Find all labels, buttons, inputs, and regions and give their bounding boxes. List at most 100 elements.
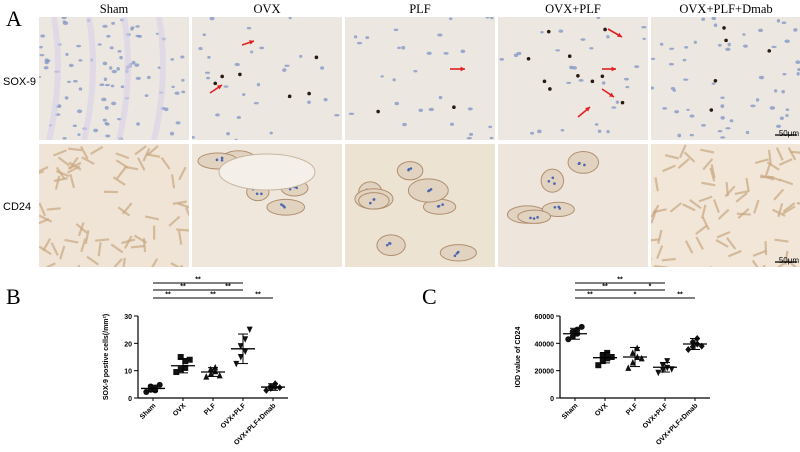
micrograph-sox9-ovx-plf-dmab: 50μm xyxy=(651,17,800,140)
x-tick-label: OVX+PLF xyxy=(642,402,670,430)
x-tick-label: OVX xyxy=(594,402,610,418)
significance-label: * xyxy=(634,292,637,299)
data-point xyxy=(578,323,585,330)
significance-label: ** xyxy=(255,292,261,299)
data-point xyxy=(237,343,244,350)
data-point xyxy=(186,356,193,363)
panel-b-letter: B xyxy=(6,284,21,309)
column-header-ovx: OVX xyxy=(253,2,281,16)
significance-label: ** xyxy=(602,284,608,291)
column-header-ovx-plf-dmab: OVX+PLF+Dmab xyxy=(679,2,773,16)
data-point xyxy=(207,365,214,373)
data-point xyxy=(177,366,184,373)
data-point xyxy=(173,369,180,376)
tissue-texture xyxy=(192,17,342,140)
x-tick-label: OVX+PLF xyxy=(220,402,248,430)
chart-iod-value-cd24: 0 20000 40000 60000 IOD value of CD24 Sham OVX… xyxy=(515,277,710,447)
data-point xyxy=(182,364,189,371)
x-tick-label: PLF xyxy=(625,402,640,417)
panel-c-letter: C xyxy=(422,284,437,309)
data-point xyxy=(659,362,666,369)
data-point xyxy=(569,333,576,340)
significance-label: ** xyxy=(587,292,593,299)
micrograph-sox9-plf xyxy=(345,17,495,140)
data-point xyxy=(207,370,214,377)
tissue-texture xyxy=(192,144,342,267)
data-point xyxy=(242,336,249,343)
data-point xyxy=(659,366,666,374)
significance-label: ** xyxy=(210,292,216,299)
tissue-texture xyxy=(345,17,495,140)
data-point xyxy=(237,354,244,361)
data-point xyxy=(599,352,606,359)
data-point xyxy=(608,354,615,360)
micrograph-cd24-sham xyxy=(39,144,189,267)
micrograph-cd24-ovx-plf xyxy=(498,144,648,267)
y-tick-label: 40000 xyxy=(535,341,555,348)
y-tick-label: 20000 xyxy=(535,369,555,376)
tissue-texture xyxy=(498,144,648,267)
data-point xyxy=(263,386,270,394)
data-point xyxy=(156,381,163,388)
data-point xyxy=(143,388,150,395)
panel-a-letter: A xyxy=(6,6,22,31)
scale-bar-label-sox9: 50μm xyxy=(778,129,799,138)
tissue-texture xyxy=(39,17,189,140)
y-tick-label: 20 xyxy=(124,341,132,348)
y-tick-label: 0 xyxy=(550,396,554,403)
data-point xyxy=(685,345,692,353)
data-point xyxy=(655,369,662,377)
micrograph-sox9-sham xyxy=(39,17,189,140)
tissue-texture xyxy=(345,144,495,267)
data-point xyxy=(625,364,632,371)
data-point xyxy=(216,371,223,379)
tissue-texture xyxy=(39,144,189,267)
data-point xyxy=(565,336,572,343)
data-point xyxy=(668,366,675,373)
data-point xyxy=(638,354,645,362)
y-tick-label: 0 xyxy=(128,396,132,403)
data-point xyxy=(664,358,671,365)
data-point xyxy=(203,373,210,380)
significance-label: ** xyxy=(225,284,231,291)
column-header-plf: PLF xyxy=(409,2,431,16)
tissue-texture xyxy=(498,17,648,140)
data-point xyxy=(664,364,671,372)
micrograph-sox9-ovx-plf xyxy=(498,17,648,140)
micrograph-cd24-ovx xyxy=(192,144,342,267)
column-header-ovx-plf: OVX+PLF xyxy=(545,2,601,16)
y-axis-label: SOX-9 postive cells(/mm²) xyxy=(103,314,110,400)
data-point xyxy=(689,343,696,351)
data-point xyxy=(182,358,189,365)
data-point xyxy=(177,354,184,360)
row-label-sox9: SOX-9 xyxy=(3,76,37,88)
significance-label: ** xyxy=(180,284,186,291)
y-axis-label: IOD value of CD24 xyxy=(515,327,522,388)
data-point xyxy=(233,360,240,368)
significance-label: ** xyxy=(677,292,683,299)
row-label-cd24: CD24 xyxy=(3,201,32,213)
micrograph-cd24-plf xyxy=(345,144,495,267)
data-point xyxy=(599,358,606,365)
significance-label: ** xyxy=(165,292,171,299)
data-point xyxy=(212,363,219,371)
tissue-texture xyxy=(651,144,800,267)
data-point xyxy=(595,362,602,369)
data-point xyxy=(267,382,274,390)
chart-sox9-positive-cells: 0 10 20 30 SOX-9 postive cells(/mm²) Sham OVX P… xyxy=(103,277,288,447)
data-point xyxy=(629,358,636,366)
x-tick-label: OVX xyxy=(172,402,188,418)
y-tick-label: 30 xyxy=(124,314,132,321)
data-point xyxy=(242,348,249,356)
data-point xyxy=(629,349,636,356)
column-header-sham: Sham xyxy=(99,2,129,16)
x-tick-label: Sham xyxy=(139,402,157,420)
micrograph-sox9-ovx xyxy=(192,17,342,140)
y-tick-label: 10 xyxy=(124,369,132,376)
scale-bar-label-cd24: 50μm xyxy=(778,256,799,265)
tissue-texture xyxy=(651,17,800,140)
x-tick-label: Sham xyxy=(561,402,579,420)
significance-label: ** xyxy=(195,277,201,284)
data-point xyxy=(604,355,611,362)
micrograph-cd24-ovx-plf-dmab: 50μm xyxy=(651,144,800,267)
